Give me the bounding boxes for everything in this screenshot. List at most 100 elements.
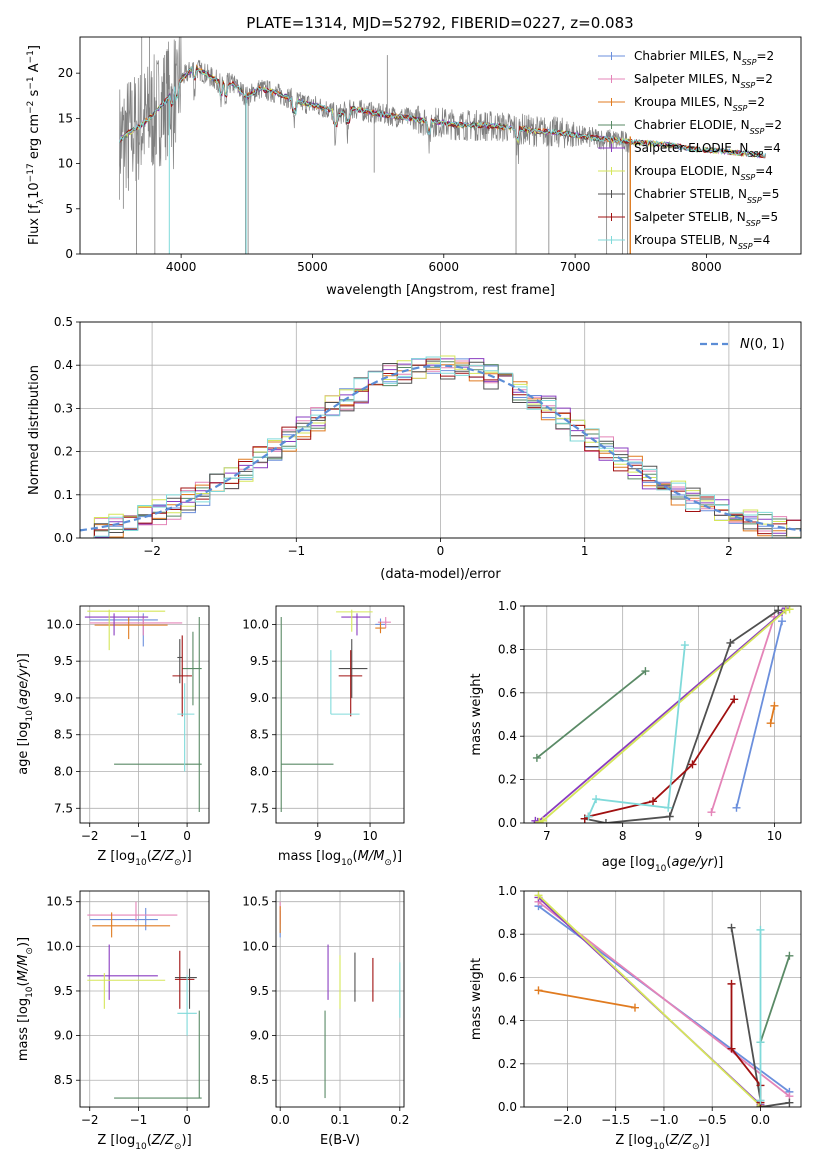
y-axis-label: mass [log10(M/M⊙)] <box>16 937 35 1061</box>
series-marker <box>538 816 547 823</box>
legend-name: Salpeter MILES, N <box>634 72 741 86</box>
legend-value: =2 <box>755 72 773 86</box>
x-axis-label: mass [log10(M/M⊙)] <box>278 849 402 868</box>
data-point <box>336 609 373 632</box>
series-marker <box>727 979 736 988</box>
legend-label: Salpeter ELODIE, NSSP=4 <box>634 141 781 159</box>
series-line <box>730 983 762 1103</box>
data-point <box>338 639 368 698</box>
grid <box>80 321 801 539</box>
series-marker <box>756 925 765 934</box>
label-part: ⊙ <box>384 858 392 868</box>
panel-weight_vs_age: 7 8 9 10 0.0 0.2 0.4 0.6 0.8 1.0 mass weight age [l… <box>469 599 802 874</box>
legend-sub: SSP <box>747 196 762 205</box>
y-axis-label: mass weight <box>469 673 484 755</box>
legend-sub: SSP <box>748 150 763 159</box>
y-tick-label: 9.5 <box>54 984 73 998</box>
label-part: 10 <box>341 858 353 868</box>
axes-frame <box>79 605 210 824</box>
series-marker <box>756 1096 765 1105</box>
x-axis-label: Z [log10(Z/Z⊙)] <box>97 1133 191 1152</box>
x-axis-label: E(B-V) <box>320 1133 360 1148</box>
series-line <box>536 670 646 759</box>
plot-area <box>80 355 801 538</box>
legend-value: =5 <box>760 210 778 224</box>
y-tick-label: 8.0 <box>54 765 73 779</box>
legend-marker <box>598 213 625 221</box>
data-point <box>87 944 158 1000</box>
y-tick-label: 10.0 <box>46 617 73 631</box>
y-tick-label: 0.6 <box>498 970 517 984</box>
panel-histogram: −2 −1 0 1 2 0.0 0.1 0.2 0.3 0.4 0.5 N(0, 1) (data-mo… <box>27 315 802 582</box>
y-tick-label: 8.0 <box>250 765 269 779</box>
x-tick-label: 0.2 <box>390 1113 409 1127</box>
series-marker <box>665 812 674 821</box>
axes-frame <box>79 890 210 1108</box>
plot-area <box>118 37 766 254</box>
data-point <box>114 617 202 812</box>
weight-series <box>534 891 765 1107</box>
y-tick-label: 10 <box>58 157 73 171</box>
series-marker <box>641 667 650 676</box>
legend-marker <box>598 52 625 60</box>
weight-series <box>531 606 790 823</box>
data-point <box>114 1010 202 1099</box>
x-tick-label: 8000 <box>691 260 722 274</box>
legend-label: N(0, 1) <box>740 337 785 352</box>
legend-label: Salpeter STELIB, NSSP=5 <box>634 210 778 228</box>
legend-sub: SSP <box>741 81 756 90</box>
series-marker <box>535 817 544 823</box>
series-marker <box>534 986 543 995</box>
label-part: −17 <box>26 163 36 182</box>
weight-series <box>756 951 794 1047</box>
data-point <box>174 968 197 1009</box>
weight-series <box>756 925 765 1105</box>
label-part: ⊙ <box>692 1142 700 1152</box>
legend-value: =4 <box>753 233 771 247</box>
y-tick-label: 0.5 <box>54 315 73 329</box>
y-tick-label: 0.2 <box>54 445 73 459</box>
legend-sub: SSP <box>733 104 748 113</box>
weight-series <box>766 701 779 728</box>
x-tick-label: −0.5 <box>698 1113 727 1127</box>
label-part: −2 <box>26 101 36 114</box>
y-tick-label: 0.8 <box>498 642 517 656</box>
y-tick-label: 0.0 <box>498 816 517 830</box>
label-part: 10 <box>655 864 667 874</box>
x-axis-label: (data-model)/error <box>380 567 501 582</box>
normal-curve <box>80 364 801 532</box>
panel-age_vs_Z: −2 −1 07.58.08.59.09.510.0Z [log10(Z/Z⊙)]a… <box>16 605 210 868</box>
series-marker <box>680 641 689 650</box>
legend-value: =4 <box>763 141 781 155</box>
legend-value: =4 <box>755 164 773 178</box>
axes-frame <box>275 890 405 1108</box>
figure-title: PLATE=1314, MJD=52792, FIBERID=0227, z=0… <box>246 14 633 32</box>
series-marker <box>584 812 593 821</box>
legend-name: Kroupa STELIB, N <box>634 233 738 247</box>
label-part: ( <box>147 849 152 864</box>
axes-frame <box>275 605 405 824</box>
label-part: )] <box>182 1133 192 1148</box>
series-marker <box>727 923 736 932</box>
label-part: mass [log <box>278 849 341 864</box>
data-point <box>341 613 371 636</box>
data-point <box>280 617 334 812</box>
series-line <box>538 989 636 1009</box>
y-tick-label: 10.0 <box>242 939 269 953</box>
y-tick-label: 9.5 <box>250 654 269 668</box>
y-tick-label: 7.5 <box>54 801 73 815</box>
label-part: age [log <box>602 855 655 870</box>
label-part: M/M <box>358 849 385 864</box>
label-part: λ <box>36 198 46 204</box>
x-tick-label: 2 <box>725 544 733 558</box>
plot-area <box>87 901 202 1099</box>
model-spectrum <box>118 66 766 158</box>
series-marker <box>726 638 735 647</box>
label-part: )] <box>182 849 192 864</box>
y-tick-label: 10.0 <box>46 939 73 953</box>
y-tick-label: 0.0 <box>54 531 73 545</box>
legend-sub: SSP <box>741 173 756 182</box>
data-point <box>87 901 178 922</box>
